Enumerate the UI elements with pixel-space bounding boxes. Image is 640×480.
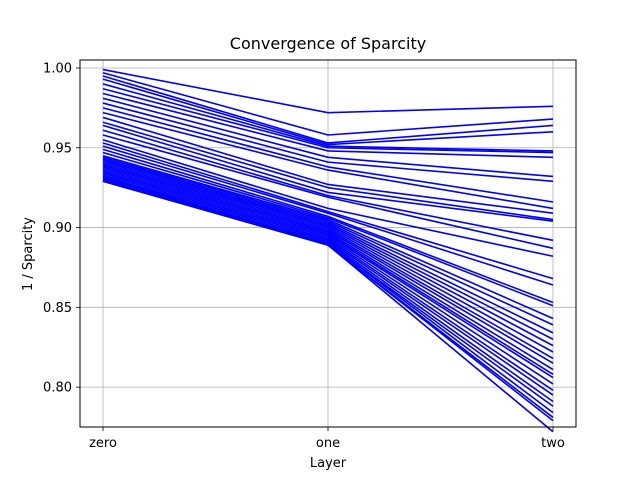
x-axis-label: Layer [310, 456, 347, 471]
series-line [102, 83, 554, 152]
y-tick-label: 0.80 [43, 381, 72, 396]
x-tick-label: zero [89, 436, 117, 451]
series-line [102, 151, 554, 307]
y-tick-label: 1.00 [43, 61, 72, 76]
y-tick-label: 0.90 [43, 221, 72, 236]
series-line [102, 102, 554, 183]
series-line [102, 158, 554, 334]
series-line [102, 139, 554, 258]
series-line [102, 107, 554, 203]
series-line [102, 162, 554, 353]
series-line [102, 164, 554, 360]
series-line [102, 111, 554, 210]
series-line [102, 166, 554, 364]
y-axis-label: 1 / Sparcity [21, 217, 36, 291]
series-line [102, 142, 554, 280]
ticks: zero one two 0.80 0.85 0.90 0.95 1.00 [43, 61, 565, 451]
series-line [102, 167, 554, 371]
chart-title: Convergence of Sparcity [230, 34, 426, 53]
series-line [102, 97, 554, 178]
series-line [102, 170, 554, 379]
y-tick-label: 0.85 [43, 301, 72, 316]
series-line [102, 68, 554, 114]
series-line [102, 145, 554, 286]
series-line [102, 178, 554, 414]
series-line [102, 159, 554, 340]
series-line [102, 121, 554, 221]
series-line [102, 78, 554, 146]
series-line [102, 129, 554, 242]
series-line [102, 75, 554, 144]
series-line [102, 154, 554, 320]
series-line [102, 174, 554, 391]
series-line [102, 156, 554, 326]
series-line [102, 71, 554, 136]
series-line [102, 172, 554, 385]
x-tick-label: one [316, 436, 340, 451]
series-line [102, 175, 554, 433]
x-tick-label: two [541, 436, 565, 451]
series-line [102, 161, 554, 347]
y-tick-label: 0.95 [43, 141, 72, 156]
series-line [102, 92, 554, 159]
series-line [102, 148, 554, 304]
series-line [102, 175, 554, 396]
series-line [102, 169, 554, 376]
series-line [102, 124, 554, 222]
series-line [102, 134, 554, 250]
series-lines [102, 68, 554, 433]
series-line [102, 87, 554, 154]
series-line [102, 116, 554, 214]
